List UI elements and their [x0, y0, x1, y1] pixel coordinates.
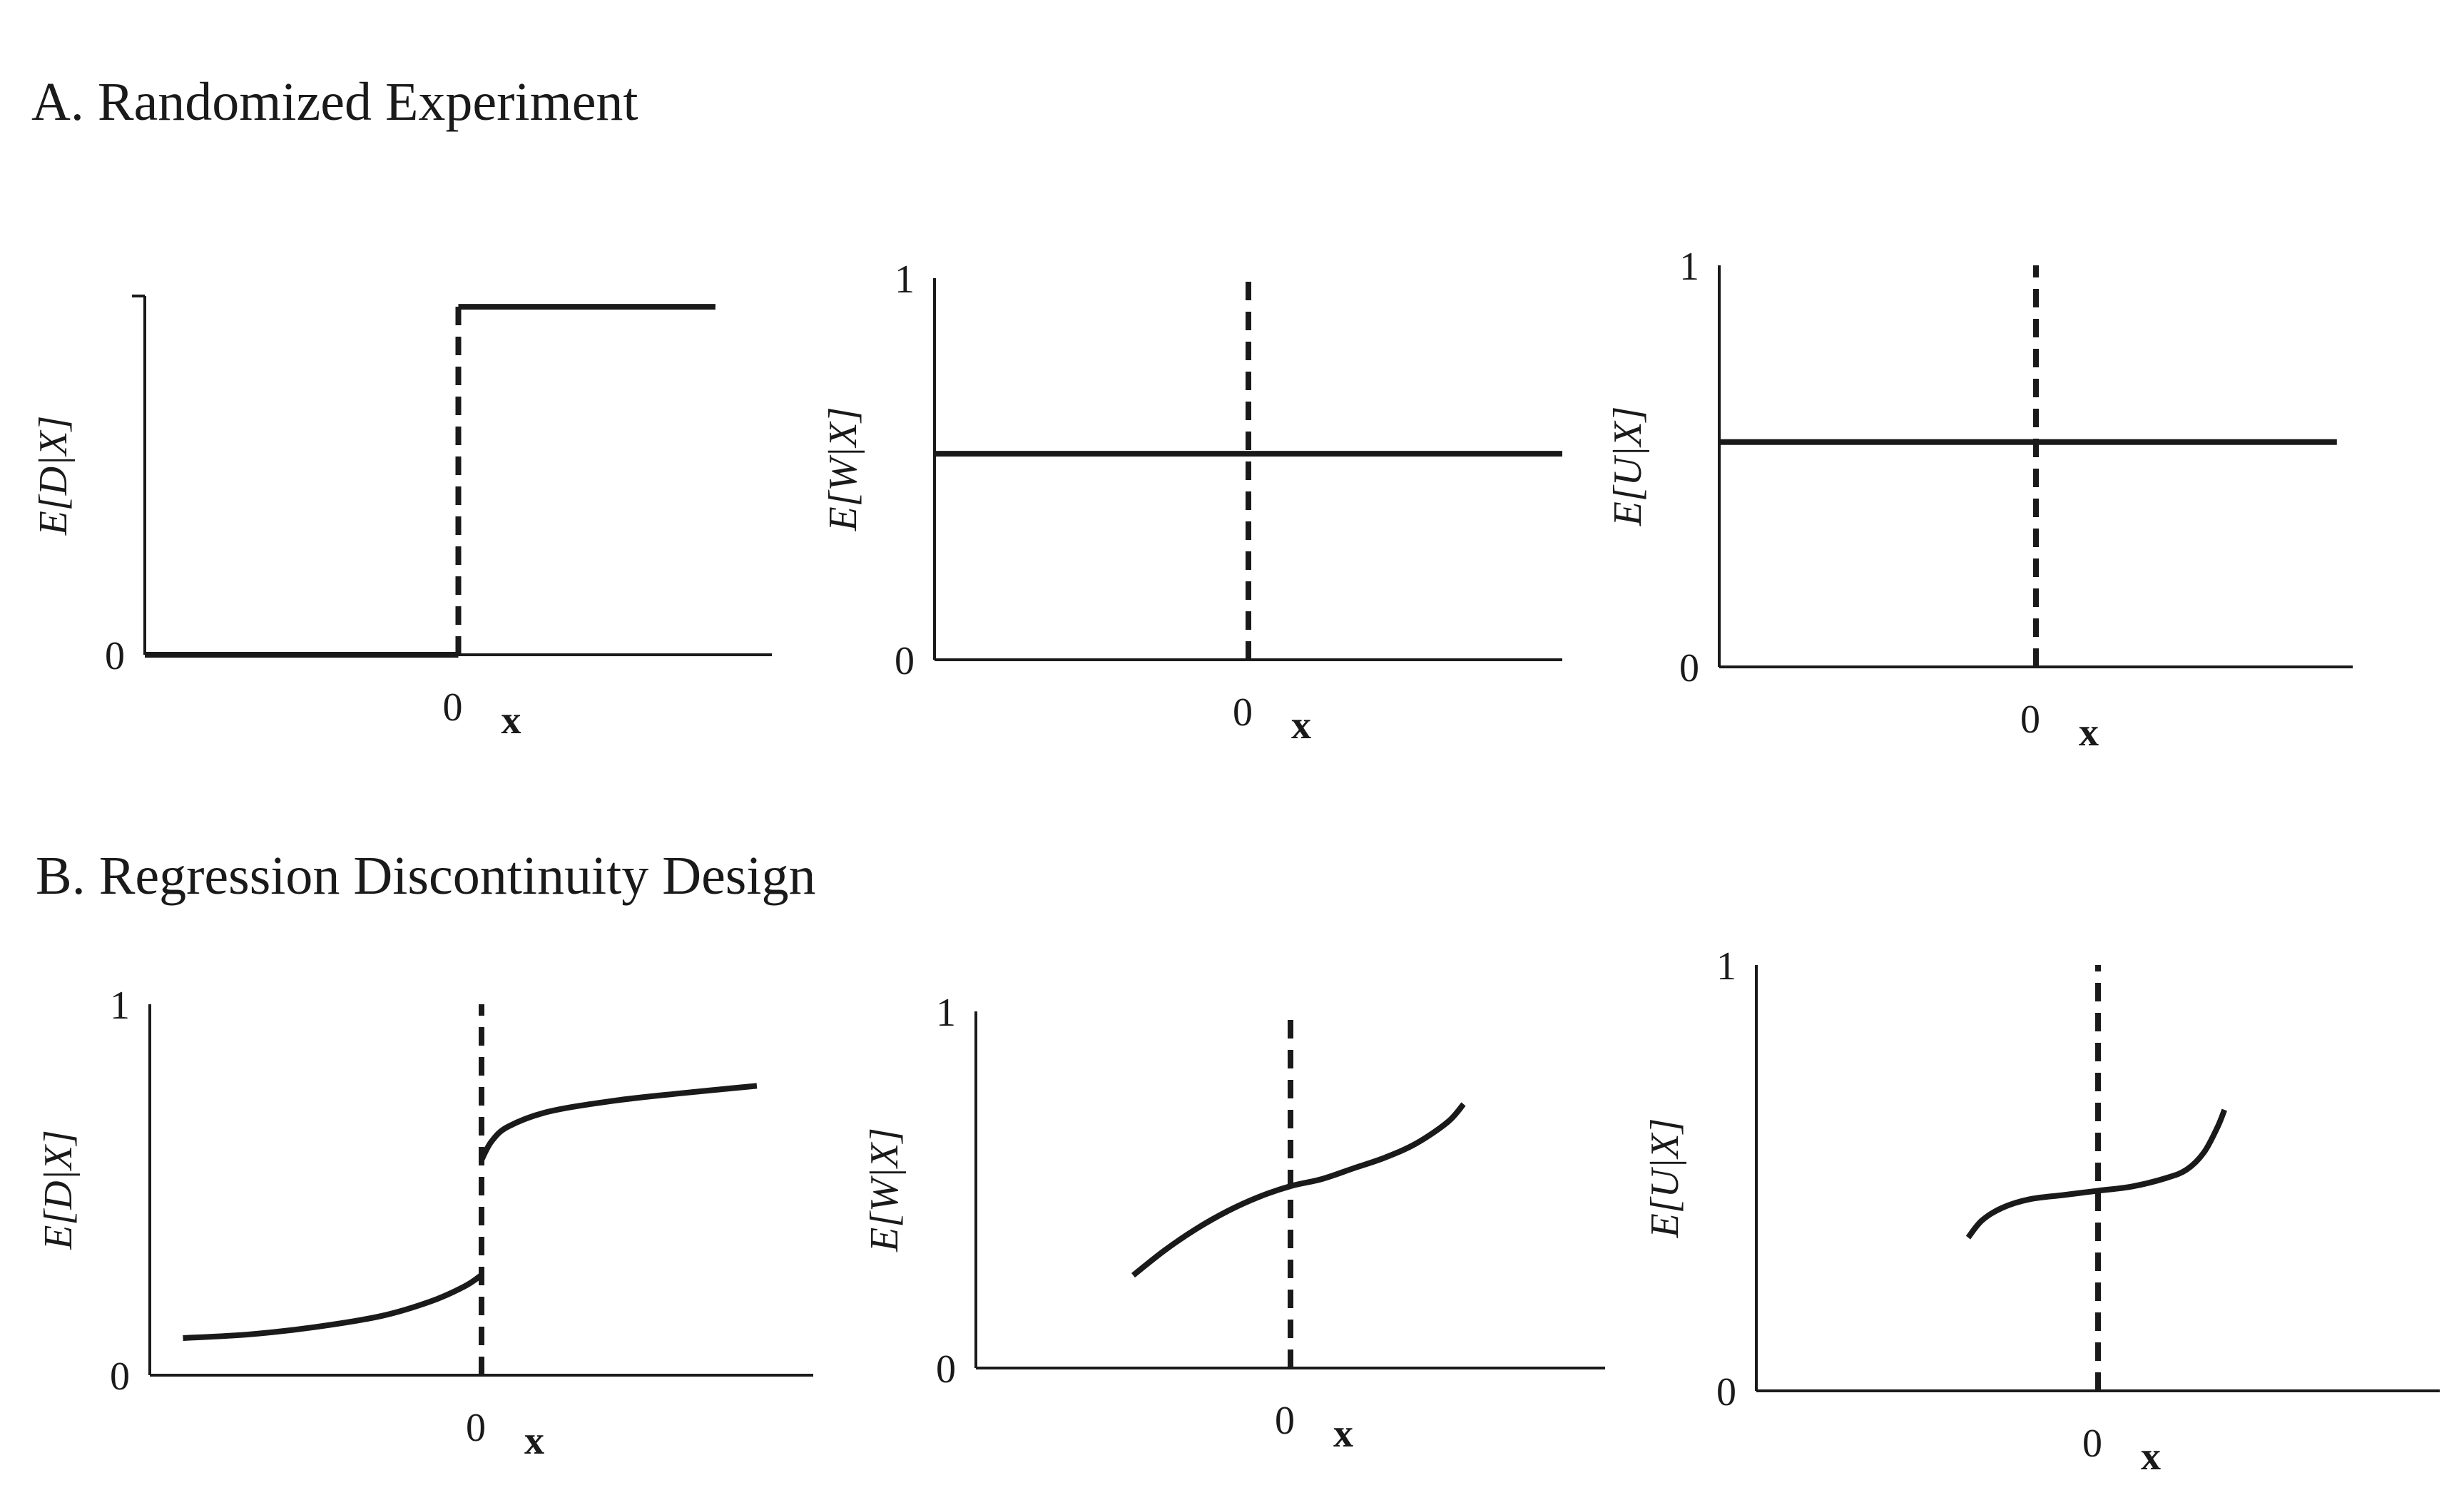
- series-line-1: [1131, 1102, 1466, 1278]
- y-tick-label-1: 1: [1679, 245, 1699, 289]
- y-axis-label: E[D|X]: [36, 1130, 81, 1250]
- series-line-1: [1965, 1108, 2227, 1240]
- chart-4: 010 xE[D|X]: [36, 984, 813, 1463]
- chart-6: 010 xE[U|X]: [1643, 944, 2440, 1479]
- y-tick-label-0: 0: [936, 1347, 956, 1392]
- x-tick-label: 0: [2082, 1422, 2102, 1466]
- chart-3: 010 xE[U|X]: [1606, 245, 2353, 755]
- x-tick-label: 0: [1233, 690, 1253, 735]
- x-axis-label: x: [502, 698, 521, 743]
- series-line-2: [479, 1083, 758, 1162]
- y-axis-label: E[U|X]: [1643, 1118, 1687, 1239]
- y-tick-label-0: 0: [895, 639, 915, 683]
- y-tick-label-0: 0: [105, 634, 125, 678]
- plots-group: 00 xE[D|X]010 xE[W|X]010 xE[U|X]010 xE[D|X]0…: [31, 245, 2440, 1479]
- y-tick-label-0: 0: [1679, 646, 1699, 690]
- chart-5: 010 xE[W|X]: [862, 991, 1605, 1456]
- y-tick-label-1: 1: [936, 991, 956, 1035]
- x-axis-label: x: [524, 1419, 544, 1463]
- x-tick-label: 0: [443, 685, 463, 730]
- x-tick-label: 0: [2020, 698, 2040, 742]
- y-tick-label-1: 1: [895, 257, 915, 302]
- y-axis-label: E[W|X]: [821, 407, 865, 531]
- y-tick-label-0: 0: [1716, 1370, 1736, 1414]
- x-axis-label: x: [1333, 1412, 1353, 1456]
- series-line-1: [183, 1272, 484, 1341]
- panel-a-title: A. Randomized Experiment: [31, 72, 638, 132]
- x-tick-label: 0: [466, 1406, 486, 1450]
- x-axis-label: x: [2079, 710, 2099, 755]
- chart-1: 00 xE[D|X]: [31, 295, 772, 743]
- x-axis-label: x: [1291, 703, 1311, 748]
- y-tick-label-0: 0: [110, 1354, 130, 1399]
- x-tick-label: 0: [1275, 1399, 1295, 1443]
- chart-2: 010 xE[W|X]: [821, 257, 1562, 748]
- panel-b-title: B. Regression Discontinuity Design: [36, 846, 816, 906]
- y-axis-label: E[D|X]: [31, 416, 76, 536]
- y-axis-label: E[W|X]: [862, 1128, 907, 1252]
- y-tick-label-1: 1: [110, 984, 130, 1028]
- y-axis-label: E[U|X]: [1606, 407, 1650, 527]
- x-axis-label: x: [2141, 1434, 2161, 1479]
- y-tick-label-1: 1: [1716, 944, 1736, 989]
